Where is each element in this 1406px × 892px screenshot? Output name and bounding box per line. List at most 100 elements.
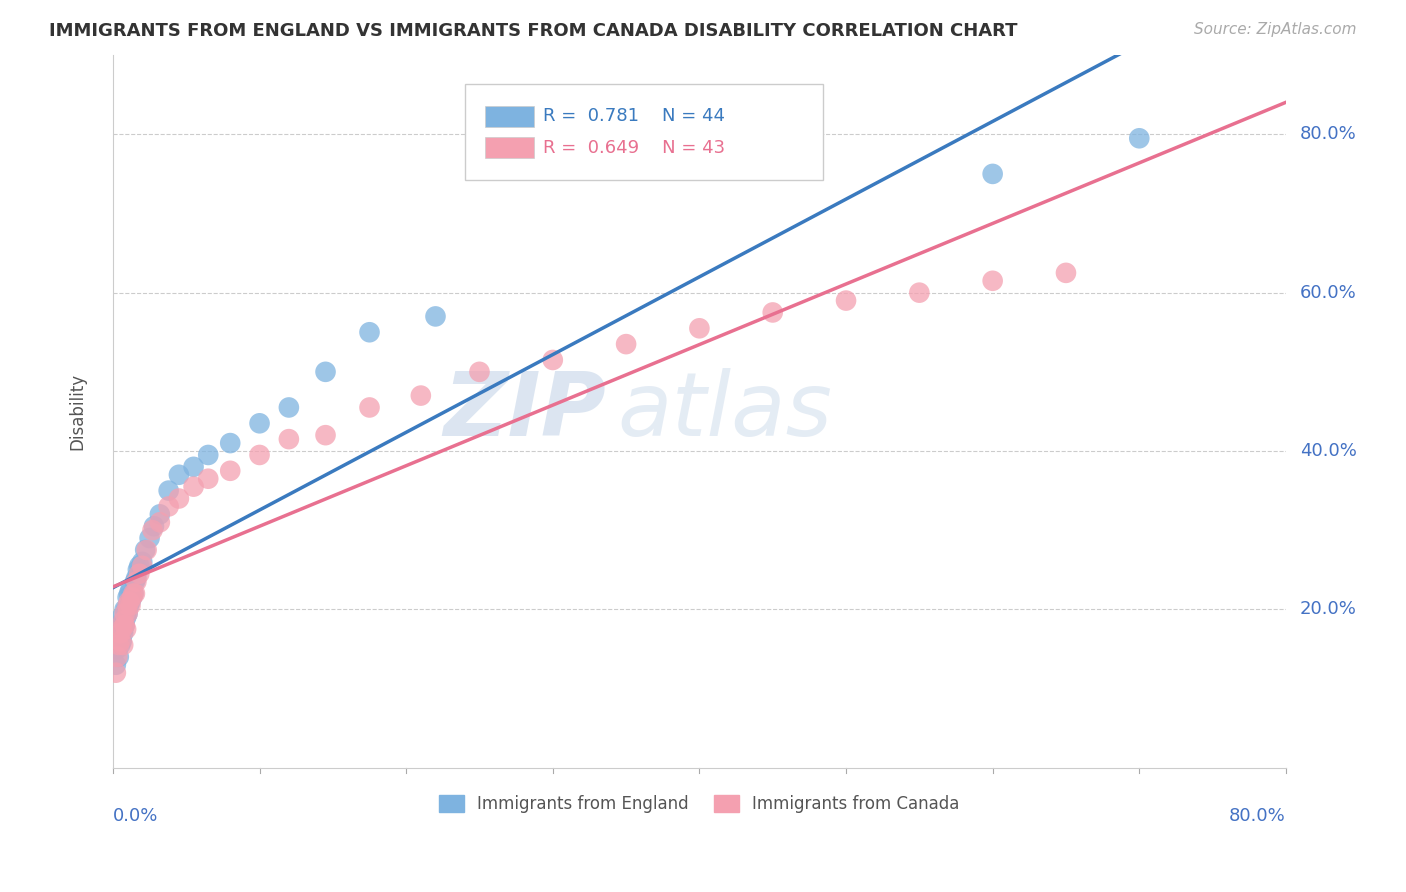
Point [124, 574, 146, 589]
Text: R =  0.781    N = 44: R = 0.781 N = 44 [543, 107, 725, 126]
Point [762, 305, 785, 319]
Point [135, 543, 157, 558]
Point [105, 649, 128, 664]
Point [315, 428, 337, 442]
Point [104, 657, 127, 672]
Point [131, 555, 153, 569]
Point [981, 167, 1004, 181]
Text: 60.0%: 60.0% [1301, 284, 1357, 301]
Point [315, 365, 337, 379]
Point [468, 365, 491, 379]
Point [131, 558, 153, 573]
Point [1054, 266, 1077, 280]
Point [149, 508, 172, 522]
Point [115, 622, 138, 636]
Point [112, 614, 135, 628]
Point [138, 531, 160, 545]
Text: R =  0.649    N = 43: R = 0.649 N = 43 [543, 139, 725, 157]
Point [128, 558, 150, 573]
Point [409, 388, 432, 402]
Point [121, 591, 143, 605]
Point [143, 519, 166, 533]
Point [835, 293, 858, 308]
Point [219, 464, 242, 478]
Point [117, 607, 139, 621]
FancyBboxPatch shape [485, 137, 534, 159]
Text: atlas: atlas [617, 368, 832, 454]
Point [111, 610, 134, 624]
Point [981, 274, 1004, 288]
Point [122, 586, 145, 600]
Text: 80.0%: 80.0% [1229, 807, 1286, 825]
Point [110, 626, 132, 640]
Point [167, 491, 190, 506]
FancyBboxPatch shape [465, 84, 823, 180]
Point [149, 515, 172, 529]
Point [219, 436, 242, 450]
Point [197, 448, 219, 462]
Point [120, 599, 142, 613]
Point [249, 417, 271, 431]
Point [249, 448, 271, 462]
Point [1128, 131, 1150, 145]
Point [167, 467, 190, 482]
Point [157, 500, 180, 514]
Point [114, 618, 136, 632]
Point [117, 607, 139, 621]
Point [111, 622, 134, 636]
Point [688, 321, 710, 335]
Point [614, 337, 637, 351]
Point [114, 602, 136, 616]
Point [128, 566, 150, 581]
Point [124, 586, 146, 600]
Point [118, 586, 141, 600]
Point [134, 543, 156, 558]
Point [112, 626, 135, 640]
Text: IMMIGRANTS FROM ENGLAND VS IMMIGRANTS FROM CANADA DISABILITY CORRELATION CHART: IMMIGRANTS FROM ENGLAND VS IMMIGRANTS FR… [49, 22, 1018, 40]
Point [117, 591, 139, 605]
Point [112, 638, 135, 652]
Point [425, 310, 447, 324]
Point [118, 594, 141, 608]
Point [120, 594, 142, 608]
Point [118, 599, 141, 613]
Text: Source: ZipAtlas.com: Source: ZipAtlas.com [1194, 22, 1357, 37]
Point [117, 599, 139, 613]
Point [183, 480, 205, 494]
Point [105, 642, 128, 657]
Point [107, 638, 129, 652]
Point [110, 618, 132, 632]
Text: ZIP: ZIP [443, 368, 606, 455]
Point [114, 607, 136, 621]
Point [110, 634, 132, 648]
Point [277, 401, 299, 415]
Point [541, 353, 564, 368]
Text: 20.0%: 20.0% [1301, 600, 1357, 618]
Point [157, 483, 180, 498]
Point [114, 618, 136, 632]
Point [359, 401, 381, 415]
Point [107, 626, 129, 640]
Text: Disability: Disability [69, 373, 87, 450]
Point [197, 472, 219, 486]
Legend: Immigrants from England, Immigrants from Canada: Immigrants from England, Immigrants from… [433, 789, 966, 820]
Point [120, 582, 142, 597]
Point [110, 638, 132, 652]
Point [183, 459, 205, 474]
Point [125, 574, 148, 589]
Point [122, 586, 145, 600]
Point [112, 614, 135, 628]
Point [141, 523, 163, 537]
Point [127, 563, 149, 577]
Text: 80.0%: 80.0% [1301, 125, 1357, 144]
Point [111, 634, 134, 648]
Point [107, 649, 129, 664]
Text: 40.0%: 40.0% [1301, 442, 1357, 460]
Point [121, 591, 143, 605]
Point [115, 610, 138, 624]
Point [115, 602, 138, 616]
Point [359, 325, 381, 339]
FancyBboxPatch shape [485, 106, 534, 127]
Point [277, 432, 299, 446]
Point [112, 622, 135, 636]
